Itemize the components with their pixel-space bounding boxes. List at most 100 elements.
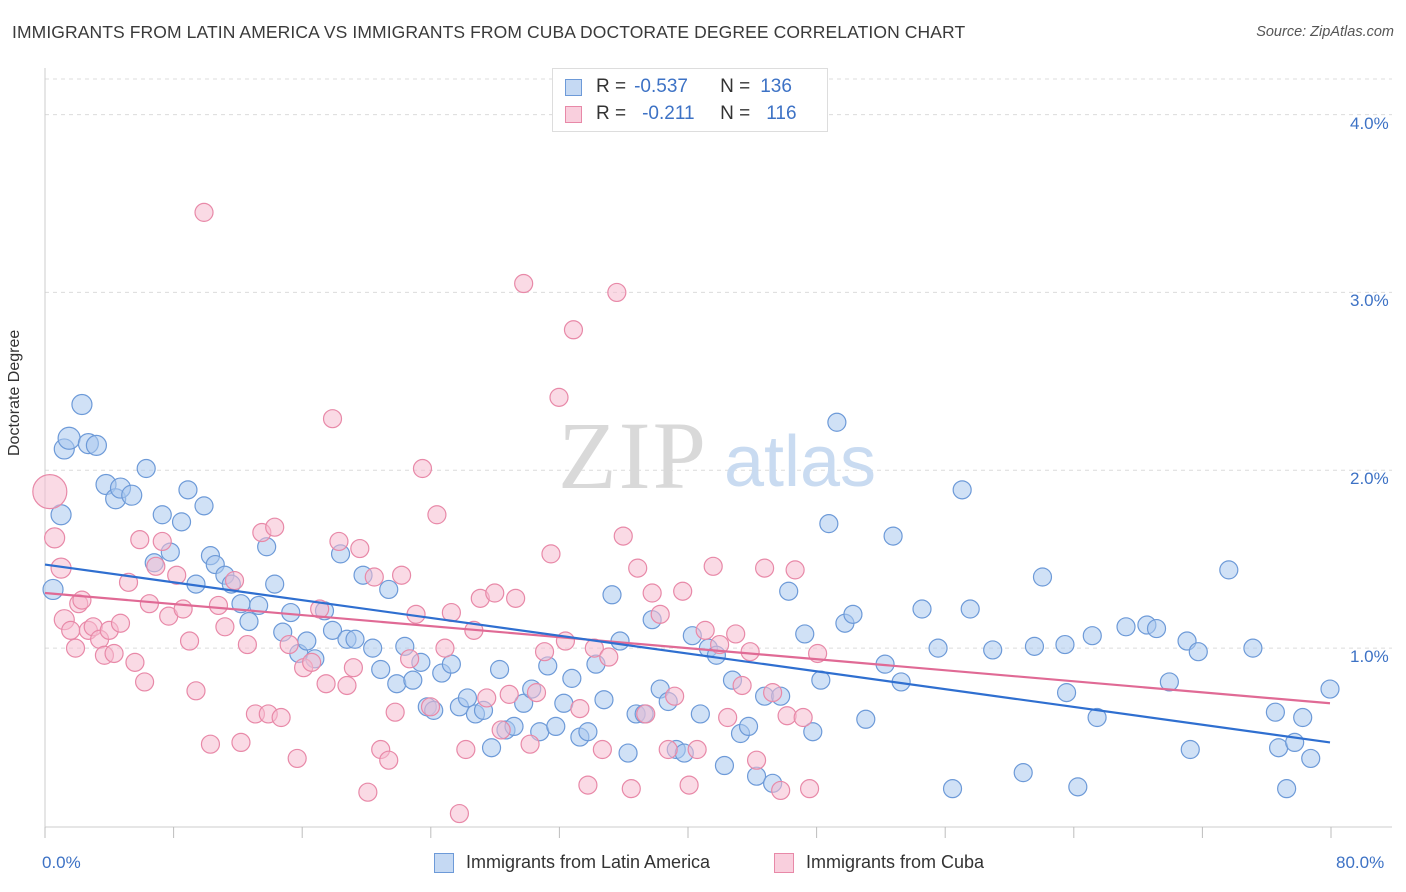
data-point: [65, 638, 86, 658]
data-point: [491, 720, 511, 740]
data-point: [364, 567, 384, 587]
data-point: [1219, 560, 1239, 580]
data-point: [520, 734, 540, 754]
legend-r-value: -0.537: [634, 76, 688, 97]
data-point: [1082, 626, 1102, 646]
data-point: [526, 683, 547, 703]
data-point: [942, 779, 963, 799]
data-point: [322, 620, 343, 640]
trend-line-cuba: [44, 591, 1331, 705]
data-point: [110, 613, 131, 633]
legend-swatch-blue: [565, 78, 582, 96]
data-point: [208, 595, 229, 616]
data-point: [371, 659, 391, 680]
data-point: [541, 544, 561, 564]
trend-lines: [44, 563, 1331, 744]
data-point: [1277, 779, 1297, 799]
data-point: [449, 803, 470, 824]
data-point: [703, 556, 723, 576]
data-point: [194, 202, 214, 222]
data-point: [146, 556, 166, 576]
y-tick-label: 3.0%: [1350, 291, 1389, 311]
x-tick-min: 0.0%: [42, 853, 81, 872]
data-point: [1087, 707, 1107, 728]
data-point: [602, 585, 622, 605]
data-point: [690, 704, 710, 724]
chart-title: IMMIGRANTS FROM LATIN AMERICA VS IMMIGRA…: [12, 22, 966, 42]
data-point: [506, 588, 526, 608]
data-point: [714, 755, 735, 776]
watermark: ZIP atlas: [558, 402, 876, 509]
data-point: [912, 599, 932, 619]
data-point: [578, 775, 598, 795]
data-point: [71, 393, 93, 416]
data-point: [420, 697, 441, 717]
data-point: [710, 634, 730, 655]
legend-label-cuba: Immigrants from Cuba: [806, 852, 985, 872]
data-point: [546, 716, 566, 737]
data-point: [578, 722, 598, 742]
data-point: [754, 558, 775, 578]
data-point: [316, 674, 336, 694]
legend-swatch-blue: [434, 852, 454, 873]
data-point: [179, 631, 200, 651]
data-point: [481, 738, 502, 758]
y-tick-label: 4.0%: [1350, 113, 1389, 133]
data-point: [57, 426, 81, 450]
data-point: [1301, 748, 1321, 769]
data-point: [534, 642, 555, 662]
watermark-atlas: atlas: [724, 422, 876, 502]
chart-source: Source: ZipAtlas.com: [1256, 24, 1394, 40]
data-point: [391, 565, 412, 585]
legend-row-cuba: R = -0.211 N = 116: [565, 103, 797, 125]
data-point: [779, 581, 799, 601]
data-point: [1116, 617, 1136, 637]
data-point: [345, 629, 365, 649]
data-point: [72, 590, 92, 610]
data-point: [85, 434, 108, 456]
data-point: [777, 706, 797, 726]
data-point: [136, 458, 156, 479]
data-point: [358, 782, 378, 802]
data-point: [1159, 672, 1179, 692]
data-point: [499, 684, 519, 704]
legend-label-latin-america: Immigrants from Latin America: [466, 852, 711, 872]
watermark-zip: ZIP: [558, 402, 708, 509]
data-point: [650, 604, 670, 624]
data-point: [563, 320, 584, 340]
data-point: [173, 599, 193, 619]
legend-item-cuba[interactable]: Immigrants from Cuba: [774, 852, 984, 873]
data-point: [1265, 702, 1285, 722]
data-point: [287, 748, 307, 769]
legend-item-latin-america[interactable]: Immigrants from Latin America: [434, 852, 710, 873]
axes: [44, 68, 1392, 838]
data-point: [239, 611, 259, 632]
data-point: [279, 634, 299, 655]
data-point: [673, 581, 693, 601]
data-point: [200, 734, 221, 754]
data-point: [570, 699, 590, 719]
y-tick-label: 1.0%: [1350, 647, 1389, 667]
legend-r-value: -0.211: [642, 103, 695, 124]
data-point: [732, 675, 752, 696]
data-point: [302, 652, 322, 672]
data-point: [843, 604, 863, 624]
data-point: [42, 578, 64, 601]
data-point: [130, 530, 150, 550]
data-point: [763, 683, 783, 703]
data-point: [61, 620, 81, 640]
data-point: [592, 739, 612, 760]
data-point: [883, 526, 903, 546]
data-point: [1188, 642, 1208, 662]
data-point: [621, 779, 641, 799]
series-legend: Immigrants from Latin America Immigrants…: [0, 852, 1406, 878]
trend-line-latin-america: [44, 563, 1331, 744]
data-point: [485, 583, 505, 603]
data-point: [427, 505, 447, 525]
x-tick-max: 80.0%: [1336, 853, 1385, 872]
data-point: [618, 743, 638, 763]
data-point: [152, 531, 172, 552]
data-point: [695, 620, 715, 640]
data-point: [746, 766, 767, 786]
data-point: [793, 707, 813, 728]
